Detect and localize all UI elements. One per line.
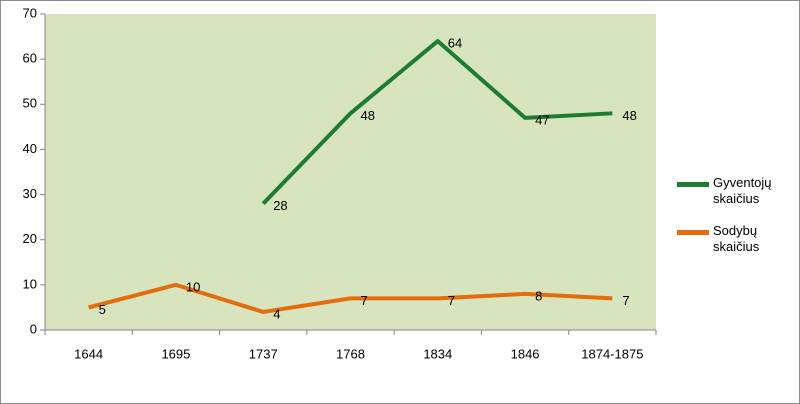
data-label: 47 <box>535 112 549 127</box>
y-tick-label: 20 <box>23 231 37 246</box>
y-tick-label: 70 <box>23 5 37 20</box>
data-label: 28 <box>273 198 287 213</box>
data-label: 48 <box>361 108 375 123</box>
data-label: 10 <box>186 279 200 294</box>
data-label: 7 <box>622 293 629 308</box>
y-tick-label: 50 <box>23 96 37 111</box>
y-tick-label: 40 <box>23 141 37 156</box>
legend-item: Gyventojų skaičius <box>677 175 787 207</box>
legend-swatch <box>677 182 709 187</box>
x-tick-label: 1768 <box>336 346 365 361</box>
data-label: 8 <box>535 288 542 303</box>
x-tick-label: 1834 <box>423 346 452 361</box>
x-tick-label: 1737 <box>249 346 278 361</box>
x-tick-label: 1874-1875 <box>581 346 643 361</box>
y-tick-label: 0 <box>30 321 37 336</box>
legend: Gyventojų skaičius Sodybų skaičius <box>677 175 787 271</box>
legend-item: Sodybų skaičius <box>677 223 787 255</box>
y-tick-label: 30 <box>23 186 37 201</box>
data-label: 7 <box>361 293 368 308</box>
series-line <box>261 39 613 205</box>
data-label: 7 <box>448 293 455 308</box>
y-tick-label: 60 <box>23 51 37 66</box>
data-label: 48 <box>622 108 636 123</box>
series-line <box>88 282 613 314</box>
x-tick-label: 1846 <box>511 346 540 361</box>
data-label: 5 <box>99 302 106 317</box>
plot-area <box>45 14 656 330</box>
data-label: 4 <box>273 306 280 321</box>
x-tick-label: 1644 <box>74 346 103 361</box>
data-label: 64 <box>448 36 462 51</box>
y-tick-label: 10 <box>23 276 37 291</box>
x-tick-label: 1695 <box>161 346 190 361</box>
legend-label: Sodybų skaičius <box>713 223 760 254</box>
legend-label: Gyventojų skaičius <box>713 175 772 206</box>
legend-swatch <box>677 230 709 235</box>
